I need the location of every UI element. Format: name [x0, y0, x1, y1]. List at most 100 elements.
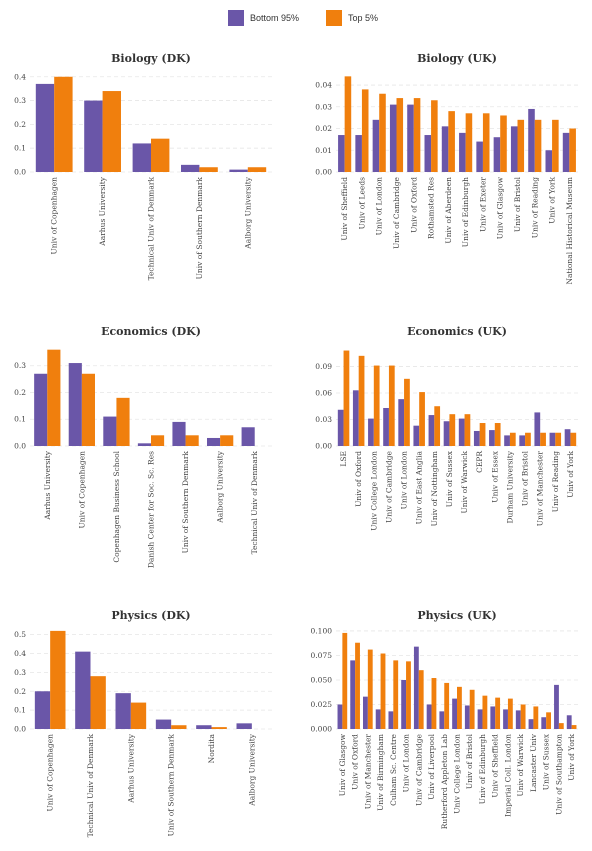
bar-bottom-95: [84, 100, 103, 172]
bar-top-5: [465, 113, 473, 172]
x-category-label: Univ of London: [400, 451, 409, 509]
y-tick-label: 0.4: [14, 72, 26, 81]
bar-bottom-95: [207, 437, 221, 446]
bar-top-5: [116, 397, 130, 446]
chart-title: Physics (DK): [111, 609, 190, 622]
x-category-label: Univ of Edinburgh: [461, 177, 470, 247]
bar-bottom-95: [115, 693, 131, 729]
bar-bottom-95: [452, 698, 457, 729]
bar-top-5: [469, 689, 475, 729]
legend-label-bottom: Bottom 95%: [250, 13, 299, 23]
x-category-label: Univ of Bristol: [513, 176, 522, 232]
bar-bottom-95: [352, 390, 359, 446]
x-category-label: Univ of Essex: [490, 450, 499, 502]
bar-top-5: [81, 373, 95, 446]
y-tick-label: 0.0: [14, 725, 26, 734]
bar-bottom-95: [564, 429, 571, 446]
bar-top-5: [555, 432, 562, 446]
bar-bottom-95: [337, 409, 344, 446]
bar-bottom-95: [241, 427, 255, 446]
x-category-label: Imperial Coll. London: [503, 734, 512, 817]
x-category-label: Univ of Oxford: [354, 451, 363, 507]
bar-top-5: [406, 661, 411, 729]
bar-bottom-95: [196, 725, 212, 729]
bar-bottom-95: [407, 104, 414, 172]
bar-top-5: [540, 432, 546, 446]
bar-top-5: [358, 355, 365, 446]
bar-top-5: [495, 697, 501, 729]
y-tick-label: 0.03: [315, 102, 332, 111]
bar-bottom-95: [155, 719, 172, 729]
bar-bottom-95: [229, 169, 248, 172]
chart-panel: Physics (DK) 0.0 0.1 0.2 0.3 0.4 0.5 Univ of Co…: [14, 609, 272, 837]
bar-top-5: [525, 432, 531, 446]
y-tick-label: 0.03: [315, 415, 332, 424]
y-tick-label: 0.100: [311, 626, 333, 635]
chart-title: Biology (DK): [111, 52, 191, 65]
x-category-label: Univ of Oxford: [351, 734, 360, 790]
y-tick-label: 0.4: [14, 649, 26, 658]
bar-top-5: [211, 727, 227, 729]
x-category-label: Copenhagen Business School: [112, 450, 121, 562]
x-category-label: Univ of Glasgow: [338, 733, 347, 796]
x-category-label: Danish Center for Soc. Sc. Res: [147, 451, 156, 568]
x-category-label: Univ of Copenhagen: [50, 177, 59, 255]
legend-swatch-top: [326, 10, 342, 26]
y-tick-label: 0.1: [14, 415, 26, 424]
x-category-label: Univ of Reading: [551, 451, 560, 512]
x-category-label: Univ of Warwick: [516, 734, 525, 797]
bar-top-5: [393, 660, 399, 729]
bar-top-5: [482, 113, 490, 172]
bar-top-5: [479, 423, 486, 446]
x-category-label: Univ of Reading: [530, 177, 539, 238]
bar-bottom-95: [337, 704, 343, 729]
bar-bottom-95: [458, 418, 465, 446]
panels: Biology (DK) 0.0 0.1 0.2 0.3 0.4 Univ of Copen…: [14, 52, 578, 837]
y-tick-label: 0.09: [315, 362, 332, 371]
chart-panel: Economics (DK) 0.0 0.1 0.2 0.3 Aarhus Univers…: [14, 325, 272, 568]
x-category-label: Univ of Sheffield: [340, 177, 349, 241]
chart-title: Economics (DK): [101, 325, 201, 338]
bar-top-5: [533, 706, 539, 729]
bar-bottom-95: [515, 710, 521, 729]
x-category-label: Technical Univ of Denmark: [86, 734, 95, 838]
bar-top-5: [220, 435, 234, 446]
bar-bottom-95: [519, 435, 526, 446]
y-tick-label: 0.01: [315, 146, 332, 155]
bar-top-5: [520, 704, 526, 729]
bar-top-5: [343, 350, 350, 446]
x-category-label: Univ of Edinburgh: [478, 734, 487, 804]
bar-bottom-95: [389, 104, 397, 172]
bar-bottom-95: [473, 430, 480, 446]
x-category-label: Univ of Leeds: [357, 177, 366, 230]
y-tick-label: 0.3: [14, 668, 26, 677]
x-category-label: Aalborg University: [216, 450, 225, 523]
bar-bottom-95: [34, 691, 51, 729]
bar-bottom-95: [363, 696, 368, 729]
x-category-label: Univ of Manchester: [363, 734, 372, 810]
y-tick-label: 0.5: [14, 630, 26, 639]
x-category-label: Univ of Liverpool: [427, 733, 436, 799]
bar-bottom-95: [562, 132, 570, 172]
bar-top-5: [151, 435, 165, 446]
bar-top-5: [444, 682, 450, 729]
bar-top-5: [413, 98, 421, 172]
bar-bottom-95: [428, 415, 435, 446]
bar-top-5: [552, 119, 559, 172]
y-tick-label: 0.2: [14, 687, 26, 696]
x-category-label: Univ of Exeter: [478, 177, 487, 232]
bar-top-5: [517, 119, 525, 172]
bar-top-5: [507, 698, 513, 729]
x-category-label: Lancaster Univ: [529, 733, 538, 792]
chart-panel: Physics (UK) 0.000 0.025 0.050 0.075 0.100 Uni…: [311, 609, 578, 829]
x-category-label: Aarhus University: [126, 733, 135, 803]
bar-top-5: [464, 414, 471, 446]
bar-top-5: [500, 115, 507, 172]
legend-label-top: Top 5%: [348, 13, 378, 23]
bar-top-5: [434, 406, 441, 446]
bar-bottom-95: [464, 705, 470, 729]
x-category-label: Univ of Warwick: [460, 451, 469, 514]
x-category-label: Rutherford Appleton Lab: [440, 734, 449, 829]
bar-bottom-95: [510, 126, 518, 172]
bar-bottom-95: [355, 135, 362, 172]
